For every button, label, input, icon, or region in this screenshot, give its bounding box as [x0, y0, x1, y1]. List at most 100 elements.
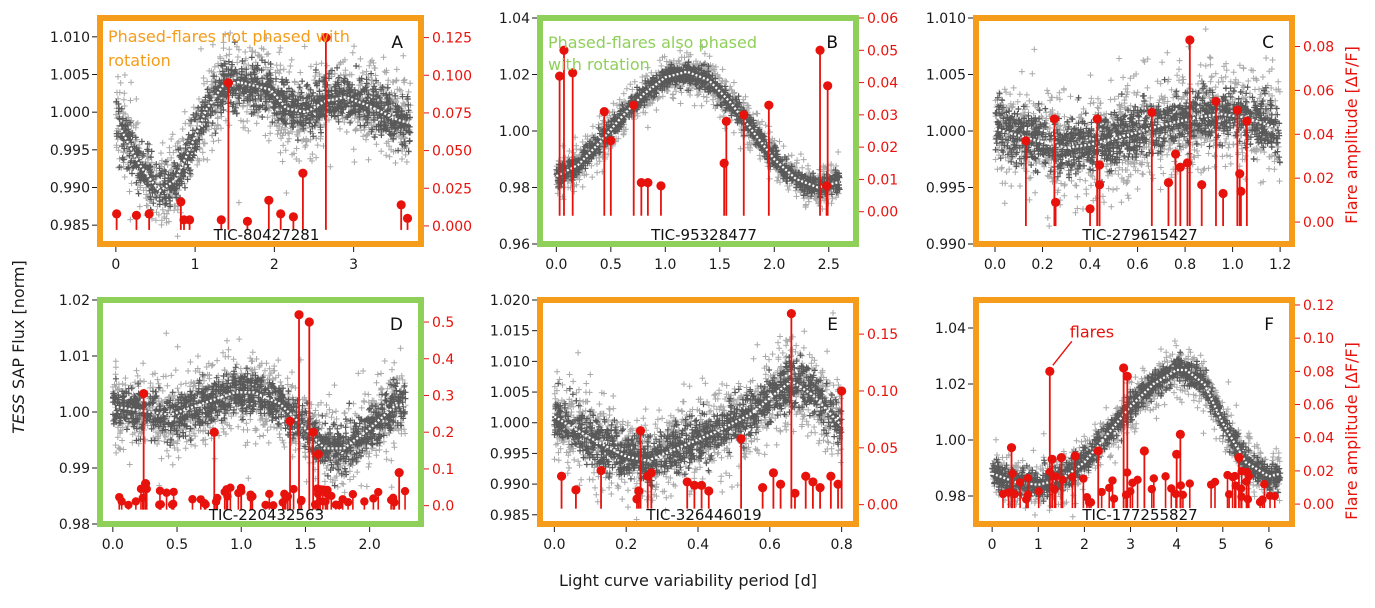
panel-letter: D	[390, 315, 403, 335]
frame-B	[537, 15, 859, 247]
flare-point	[1122, 371, 1132, 381]
flare-point-small	[1176, 481, 1186, 490]
flare-point	[634, 486, 644, 496]
flare-point-small	[1210, 477, 1220, 487]
x-tick-label: 2.0	[763, 257, 785, 273]
flare-point-small	[1023, 473, 1033, 483]
tic-id: TIC-220432563	[208, 506, 324, 524]
flare-point	[1170, 149, 1181, 159]
flare-point	[131, 210, 142, 220]
flare-point	[721, 116, 731, 126]
flare-point	[1175, 162, 1185, 172]
x-axis-D: 0.0 0.5 1.0 1.5 2.0	[102, 527, 381, 553]
y2-axis-label-bottom: Flare amplitude [ΔF/F]	[1342, 342, 1361, 520]
y-tick-label: 0.990	[926, 237, 966, 253]
flare-point	[176, 197, 186, 207]
flare-point	[823, 81, 833, 91]
flares-annotation: flares	[1070, 322, 1114, 341]
y-tick-label: 0.98	[935, 489, 966, 505]
flare-point-small	[1109, 494, 1119, 503]
y2-tick-label: 0.00	[867, 498, 898, 514]
y2-tick-label: 0.05	[867, 43, 898, 59]
flare-point	[223, 78, 233, 88]
flare-point-small	[1034, 487, 1043, 496]
y-tick-label: 0.99	[59, 461, 90, 477]
flare-point	[1085, 204, 1095, 214]
flare-point-small	[1007, 488, 1016, 497]
flare-point-small	[1045, 467, 1055, 477]
y-tick-label: 1.00	[59, 405, 90, 421]
flare-point	[139, 389, 149, 399]
flare-point	[242, 216, 253, 226]
x-axis-A: 0 1 2 3	[111, 247, 358, 273]
x-axis-C: 0.0 0.2 0.4 0.6 0.8 1.0 1.2	[984, 247, 1291, 273]
flare-point-small	[400, 486, 410, 496]
flare-point	[184, 215, 195, 225]
flare-point	[1049, 114, 1060, 124]
flare-point-small	[369, 494, 378, 503]
flare-point-small	[234, 488, 243, 498]
panel-letter: E	[827, 315, 838, 335]
y-tick-label: 1.02	[935, 377, 966, 393]
x-tick-label: 0	[988, 537, 997, 553]
flare-point	[768, 468, 779, 478]
frame-C	[973, 15, 1295, 247]
flare-point-small	[1051, 472, 1060, 481]
flare-point-small	[1128, 478, 1137, 488]
y2-tick-label: 0.06	[1303, 398, 1334, 414]
y2-axis-E: 0.00 0.05 0.10 0.15	[859, 327, 898, 514]
y2-tick-label: 0.5	[432, 315, 454, 331]
y2-tick-label: 0.100	[432, 68, 472, 84]
flux-core-E	[551, 352, 845, 489]
flare-point	[1147, 107, 1157, 117]
y-tick-label: 1.02	[499, 68, 530, 84]
y2-tick-label: 0.04	[1303, 127, 1334, 143]
y-tick-label: 1.000	[490, 416, 530, 432]
flare-point	[1021, 136, 1031, 146]
flare-point	[294, 310, 304, 320]
y2-tick-label: 0.15	[867, 327, 898, 343]
flare-point-small	[289, 484, 298, 494]
flare-point-small	[1122, 468, 1132, 477]
flare-point-small	[1147, 484, 1157, 494]
y2-tick-label: 0.08	[1303, 40, 1334, 56]
y2-tick-label: 0.06	[1303, 83, 1334, 99]
panel-annotation: Phased-flares also phased	[548, 33, 757, 52]
x-axis-E: 0.0 0.2 0.4 0.6 0.8	[543, 527, 853, 553]
flare-point-small	[1167, 484, 1176, 493]
flare-point	[209, 427, 219, 437]
flare-point	[1235, 169, 1245, 179]
flare-point	[556, 471, 567, 481]
y2-tick-label: 0.0	[432, 499, 454, 515]
frame-A	[97, 15, 424, 247]
x-tick-label: 1	[1034, 537, 1043, 553]
flare-point	[689, 480, 700, 490]
y2-tick-label: 0.03	[867, 108, 898, 124]
y-tick-label: 0.990	[50, 181, 90, 197]
flare-point	[1197, 180, 1207, 190]
y2-tick-label: 0.3	[432, 388, 454, 404]
plot-area-E	[551, 310, 845, 524]
flare-point	[790, 488, 800, 498]
binned-trend-F	[991, 368, 1281, 486]
flare-point-small	[223, 492, 232, 501]
flare-point-small	[1022, 495, 1031, 504]
y2-tick-label: 0.4	[432, 352, 454, 368]
flare-point	[1047, 454, 1057, 464]
flare-point-small	[138, 493, 147, 503]
plot-area-F	[989, 338, 1284, 520]
panel-letter: C	[1262, 33, 1274, 53]
flare-point-small	[1086, 498, 1096, 507]
flare-point	[1236, 186, 1246, 196]
x-tick-label: 1.5	[294, 537, 316, 553]
flare-point	[636, 178, 646, 188]
panel-B: 0.96 0.98 1.00 1.02 1.04 0.00 0.01 0.02 0.03 0.04…	[499, 11, 898, 273]
flare-point	[402, 213, 413, 223]
flare-point-small	[386, 495, 396, 505]
flare-point-small	[1224, 490, 1234, 499]
y-axis-C: 0.990 0.995 1.000 1.005 1.010	[926, 11, 973, 253]
y2-tick-label: 0.000	[432, 219, 472, 235]
flare-point	[833, 479, 843, 489]
y-tick-label: 1.01	[59, 349, 90, 365]
